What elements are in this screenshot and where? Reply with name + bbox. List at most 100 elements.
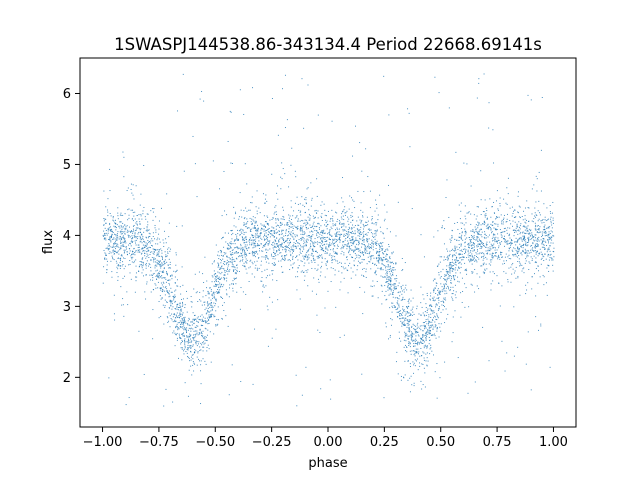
data-point: [538, 200, 540, 202]
data-point: [412, 345, 414, 347]
data-point: [132, 241, 134, 242]
data-point: [142, 238, 144, 240]
data-point: [121, 233, 123, 235]
data-point: [541, 97, 543, 98]
data-point: [295, 247, 297, 249]
data-point: [425, 332, 427, 334]
data-point: [436, 326, 438, 328]
data-point: [514, 270, 516, 272]
data-point: [497, 208, 499, 210]
data-point: [182, 301, 183, 303]
data-point: [435, 285, 437, 287]
data-point: [494, 234, 496, 236]
data-point: [174, 296, 176, 298]
data-point: [154, 267, 156, 269]
data-point: [231, 364, 233, 366]
data-point: [321, 230, 323, 232]
data-point: [226, 259, 228, 261]
data-point: [351, 236, 353, 238]
data-point: [119, 235, 121, 237]
data-point: [120, 221, 122, 223]
data-point: [155, 216, 157, 218]
data-point: [236, 246, 238, 248]
data-point: [204, 320, 206, 322]
data-point: [328, 254, 330, 256]
data-point: [358, 242, 360, 244]
data-point: [321, 261, 323, 263]
data-point: [553, 235, 555, 237]
data-point: [117, 207, 119, 209]
data-point: [163, 277, 165, 279]
data-point: [229, 284, 231, 286]
data-point: [141, 265, 143, 267]
data-point: [469, 239, 471, 241]
data-point: [320, 271, 322, 273]
data-point: [158, 263, 160, 265]
data-point: [360, 209, 362, 211]
data-point: [261, 280, 263, 282]
data-point: [226, 262, 228, 264]
data-point: [450, 241, 452, 243]
data-point: [357, 229, 359, 231]
data-point: [471, 272, 473, 274]
data-point: [135, 239, 137, 241]
data-point: [441, 227, 443, 229]
data-point: [380, 284, 382, 286]
data-point: [392, 261, 394, 263]
data-point: [218, 286, 220, 288]
data-point: [202, 324, 204, 326]
data-point: [104, 227, 106, 229]
data-point: [307, 250, 309, 252]
data-point: [404, 262, 406, 264]
data-point: [536, 178, 538, 180]
data-point: [444, 306, 445, 308]
data-point: [277, 299, 279, 301]
data-point: [107, 249, 109, 251]
data-point: [415, 348, 417, 350]
data-point: [411, 339, 413, 341]
data-point: [372, 249, 374, 251]
data-point: [167, 291, 169, 293]
data-point: [413, 340, 415, 342]
data-point: [273, 213, 275, 215]
data-point: [422, 384, 424, 386]
data-point: [380, 275, 382, 277]
data-point: [104, 237, 106, 239]
data-point: [300, 228, 302, 230]
data-point: [353, 264, 355, 266]
data-point: [253, 220, 255, 222]
data-point: [326, 220, 328, 222]
data-point: [244, 246, 246, 248]
data-point: [111, 235, 113, 237]
data-point: [407, 360, 409, 362]
data-point: [477, 256, 479, 258]
data-point: [167, 264, 169, 266]
data-point: [347, 240, 349, 242]
data-point: [208, 319, 210, 321]
data-point: [105, 253, 107, 255]
data-point: [234, 239, 236, 241]
data-point: [141, 248, 143, 250]
data-point: [354, 230, 356, 232]
data-point: [345, 256, 347, 258]
data-point: [288, 186, 290, 188]
data-point: [302, 225, 304, 227]
data-point: [516, 229, 518, 231]
data-point: [263, 286, 265, 288]
data-point: [487, 228, 489, 230]
data-point: [113, 238, 115, 240]
data-point: [154, 283, 156, 285]
data-point: [147, 249, 149, 251]
data-point: [352, 215, 354, 217]
data-point: [362, 254, 364, 256]
data-point: [507, 281, 509, 283]
data-point: [300, 260, 302, 262]
data-point: [187, 339, 189, 341]
data-point: [110, 230, 112, 232]
data-point: [348, 234, 350, 236]
data-point: [401, 317, 403, 319]
data-point: [308, 235, 310, 237]
data-point: [535, 261, 537, 263]
data-point: [352, 155, 354, 157]
data-point: [132, 256, 134, 258]
